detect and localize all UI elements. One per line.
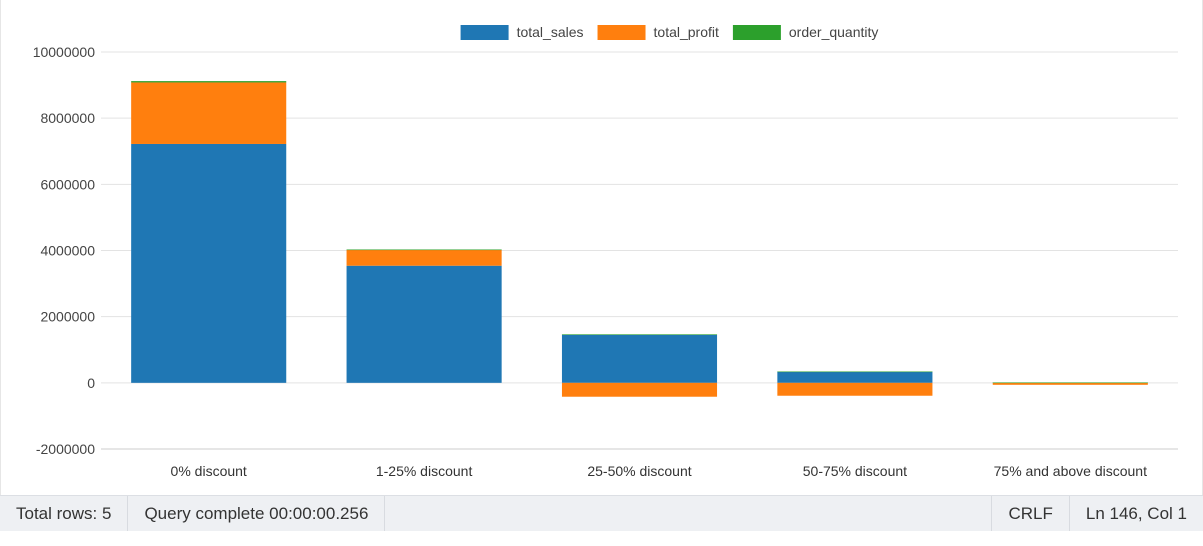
- y-tick-label: -2000000: [36, 441, 95, 457]
- bar-total_profit: [131, 82, 287, 144]
- bar-total_profit: [992, 382, 1148, 385]
- bar-order_quantity: [777, 371, 933, 373]
- y-tick-label: 8000000: [40, 110, 95, 126]
- legend-label: total_sales: [517, 24, 584, 40]
- y-tick-label: 4000000: [40, 243, 95, 259]
- x-category-label: 25-50% discount: [587, 463, 691, 479]
- y-tick-label: 10000000: [33, 44, 96, 60]
- bar-total_profit: [777, 382, 933, 396]
- bar-total_sales: [561, 334, 718, 383]
- chart-panel: 10000000 8000000 6000000 4000000 2000000 0 -20…: [0, 0, 1203, 495]
- bar-total_profit: [346, 249, 502, 266]
- legend-swatch-total_profit: [597, 25, 646, 40]
- bar-order_quantity: [561, 334, 718, 335]
- bar-total_profit: [561, 382, 718, 397]
- editor-area: [0, 531, 1203, 546]
- bar-order_quantity: [992, 382, 1148, 384]
- legend-label: total_profit: [654, 24, 719, 40]
- bar-total_sales: [346, 265, 502, 383]
- y-tick-label: 2000000: [40, 309, 95, 325]
- bar-order_quantity: [131, 81, 287, 83]
- x-category-label: 75% and above discount: [994, 463, 1147, 479]
- bar-order_quantity: [346, 249, 502, 251]
- x-category-label: 50-75% discount: [803, 463, 907, 479]
- x-category-label: 1-25% discount: [376, 463, 473, 479]
- legend-swatch-total_sales: [460, 25, 509, 40]
- stacked-bar-chart: 10000000 8000000 6000000 4000000 2000000 0 -20…: [33, 24, 1178, 479]
- query-status-label: Query complete 00:00:00.256: [128, 496, 386, 531]
- bar-total_sales: [777, 371, 933, 383]
- line-ending-indicator[interactable]: CRLF: [991, 496, 1068, 531]
- bar-total_sales: [131, 143, 287, 383]
- y-tick-label: 6000000: [40, 176, 95, 192]
- status-bar: Total rows: 5 Query complete 00:00:00.25…: [0, 495, 1203, 531]
- y-tick-label: 0: [87, 375, 95, 391]
- total-rows-label: Total rows: 5: [0, 496, 129, 531]
- legend-swatch-order_quantity: [732, 25, 781, 40]
- x-category-label: 0% discount: [171, 463, 247, 479]
- legend-label: order_quantity: [789, 24, 879, 40]
- cursor-position-indicator[interactable]: Ln 146, Col 1: [1068, 496, 1203, 531]
